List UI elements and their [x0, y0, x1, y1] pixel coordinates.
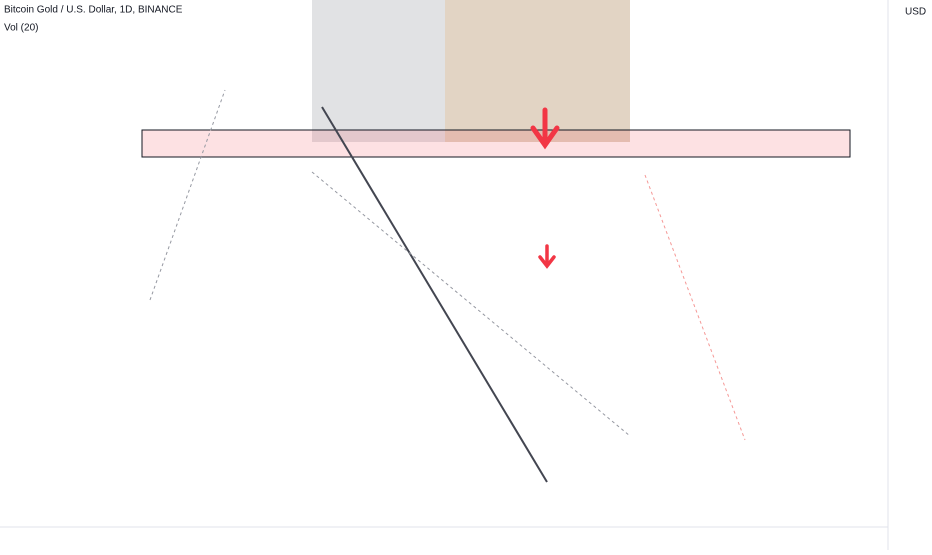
- dashed-line: [644, 174, 746, 441]
- resistance-box: [141, 129, 851, 158]
- dashed-line: [149, 89, 226, 301]
- dashed-line: [311, 171, 631, 437]
- drawings: [141, 89, 851, 483]
- indicator-label: Vol (20): [4, 23, 38, 34]
- currency: USD: [905, 7, 926, 18]
- background-layer: [312, 0, 630, 142]
- down-arrow: [538, 244, 556, 269]
- down-arrow: [530, 107, 560, 150]
- zone-box: [445, 0, 630, 142]
- chart-title: Bitcoin Gold / U.S. Dollar, 1D, BINANCE: [4, 5, 183, 16]
- trend-line: [321, 106, 548, 483]
- zone-box: [312, 0, 445, 142]
